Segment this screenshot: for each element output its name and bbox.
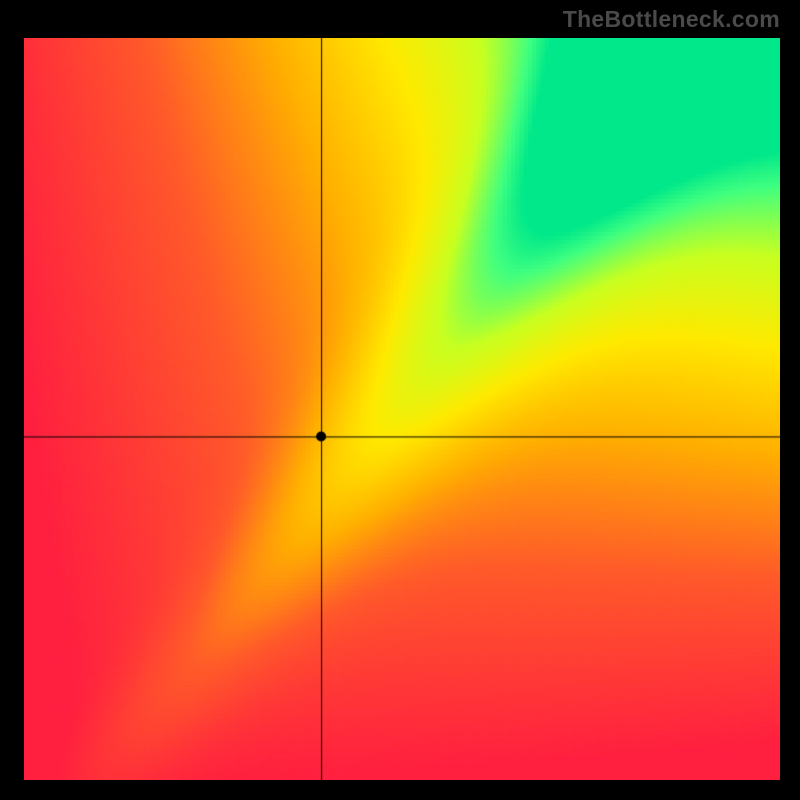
chart-container: TheBottleneck.com: [0, 0, 800, 800]
bottleneck-heatmap: [24, 38, 780, 780]
watermark-text: TheBottleneck.com: [563, 6, 780, 33]
